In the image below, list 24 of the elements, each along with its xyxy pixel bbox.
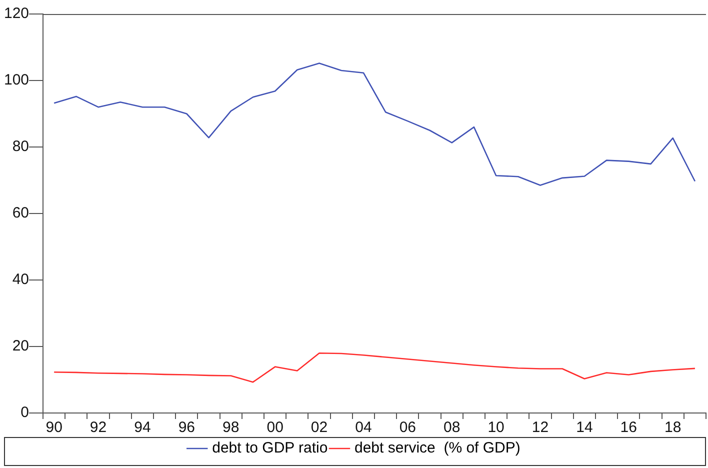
x-tick-label: 12 [532,419,549,436]
x-tick-label: 96 [178,419,196,436]
y-tick-label: 100 [4,72,30,89]
x-tick-label: 10 [488,419,504,436]
y-tick-label: 60 [12,204,30,222]
x-tick-label: 94 [134,419,151,436]
x-tick-label: 18 [664,419,682,436]
y-tick-label: 40 [12,271,30,288]
x-tick-label: 92 [90,419,107,436]
legend-label: debt to GDP ratio [212,440,328,457]
y-tick-label: 80 [12,138,30,156]
x-tick-label: 02 [310,419,328,436]
y-tick-label: 120 [4,5,30,22]
y-tick-label: 20 [12,338,30,355]
x-tick-label: 98 [222,419,240,436]
x-tick-label: 04 [355,419,372,436]
x-tick-label: 90 [46,419,62,436]
x-tick-label: 16 [620,419,637,436]
y-tick-label: 0 [20,404,30,422]
x-tick-label: 08 [444,419,460,436]
x-tick-label: 06 [399,419,416,436]
x-tick-label: 00 [266,419,284,436]
x-tick-label: 14 [576,419,593,436]
legend-label: debt service (% of GDP) [354,440,520,457]
